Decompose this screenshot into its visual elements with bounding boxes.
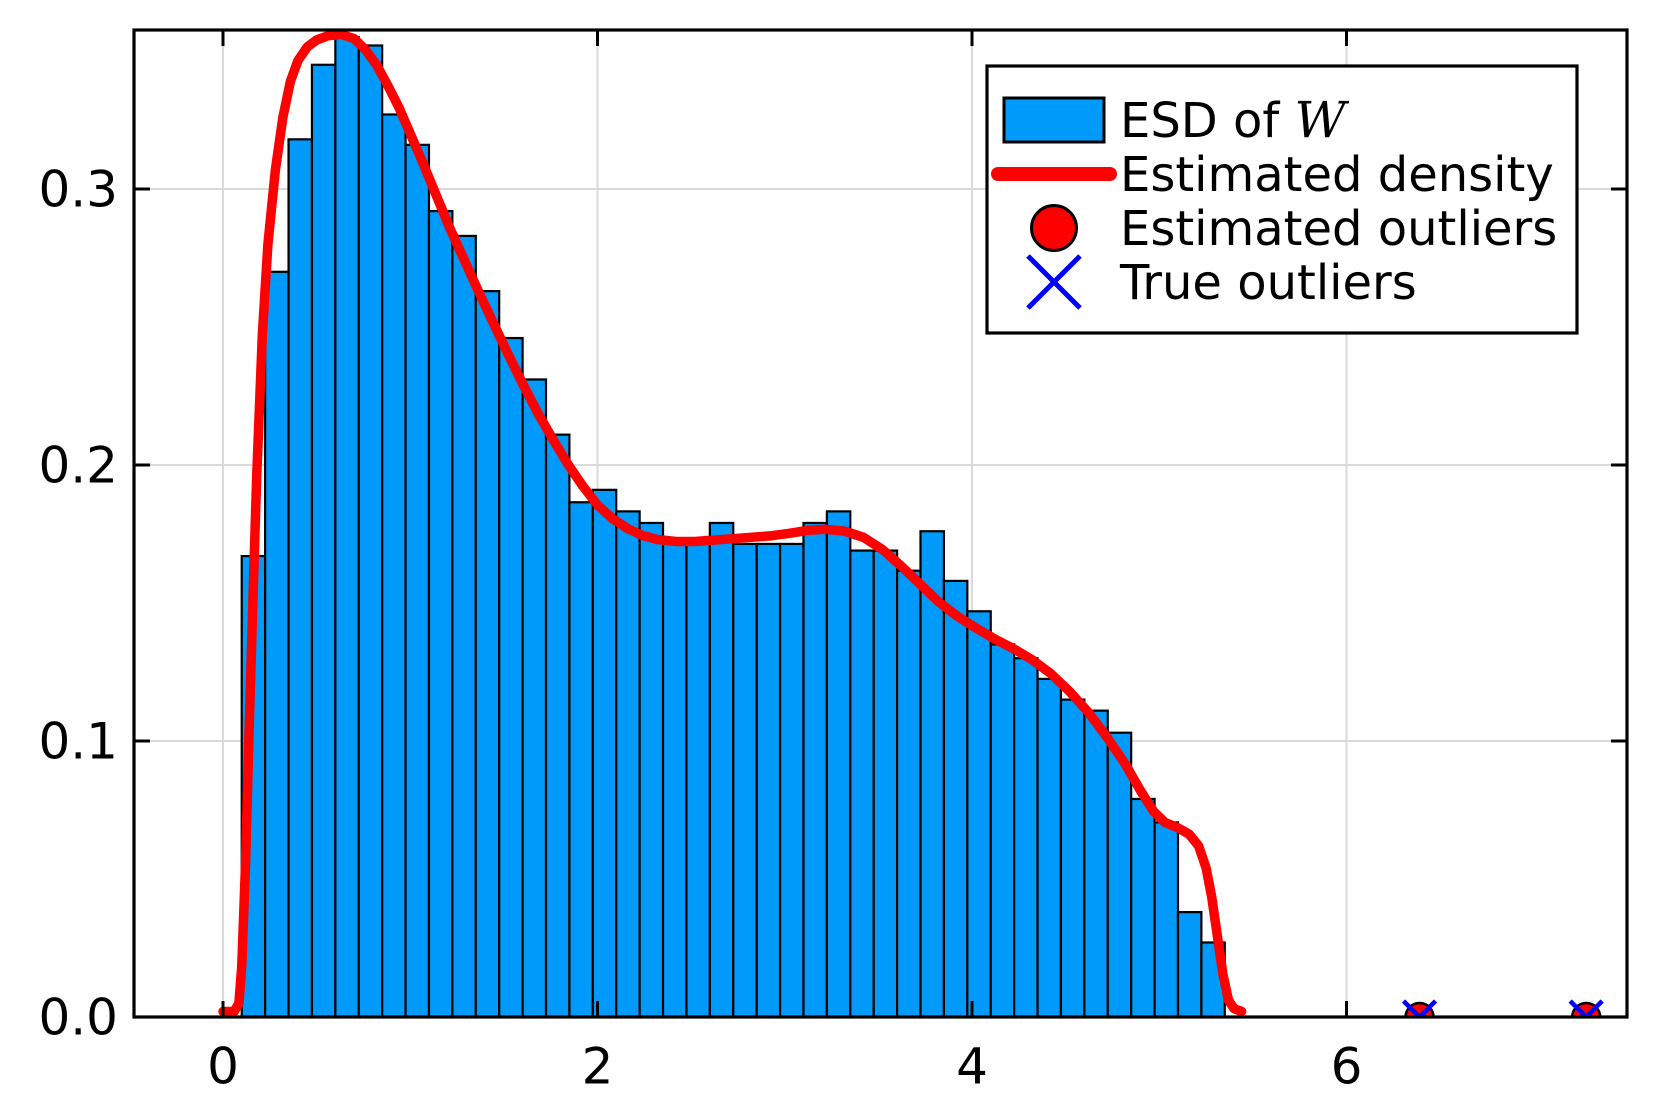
histogram-bar (568, 501, 594, 1017)
estimated-outlier-marker (1570, 1001, 1602, 1017)
legend-item-label: Estimated density (1120, 147, 1554, 203)
histogram-bar (989, 643, 1016, 1017)
histogram-bar (732, 542, 758, 1017)
histogram-bar (872, 549, 899, 1017)
histogram-bar (755, 542, 782, 1017)
histogram-bar (1176, 911, 1203, 1017)
histogram-bar (895, 569, 922, 1017)
histogram-bar (778, 542, 805, 1017)
histogram-bar (544, 433, 571, 1017)
histogram-bar (287, 138, 314, 1017)
histogram-bar (1153, 821, 1180, 1017)
plot-frame (132, 28, 1629, 1019)
histogram-series (240, 36, 1226, 1017)
histogram-bar (591, 488, 618, 1017)
histogram-bar (802, 521, 828, 1017)
histogram-bar (1130, 797, 1156, 1017)
histogram-bar (708, 521, 735, 1017)
axes (132, 28, 1629, 1019)
histogram-bar (615, 510, 641, 1017)
histogram-bar (427, 209, 454, 1017)
histogram-bar (381, 113, 407, 1017)
x-axis-tick-label: 4 (956, 1038, 988, 1096)
true-outlier-marker (1416, 999, 1438, 1017)
legend-swatch-histogram (1002, 96, 1106, 144)
histogram-bar (661, 542, 688, 1017)
true-outlier-marker (1582, 999, 1604, 1017)
density-curve (218, 30, 1247, 1017)
legend-swatch-true-outlier-x-icon (1026, 254, 1082, 310)
estimated-outlier-marker (1404, 1001, 1435, 1017)
true-outlier-marker (1568, 999, 1590, 1017)
histogram-bar (1059, 698, 1086, 1017)
legend-item-label: Estimated outliers (1120, 201, 1557, 257)
histogram-bar (474, 290, 501, 1017)
y-axis-tick-label: 0.3 (38, 161, 118, 219)
histogram-bar (825, 510, 852, 1017)
histogram-bar (334, 36, 360, 1017)
histogram-bar (264, 270, 290, 1017)
y-axis-tick-label: 0.1 (38, 713, 118, 771)
legend-item-label: True outliers (1119, 255, 1417, 311)
histogram-bar (966, 610, 992, 1017)
histogram-bar (942, 579, 969, 1017)
x-axis-tick-label: 0 (207, 1038, 239, 1096)
histogram-bar (1013, 657, 1039, 1017)
histogram-bar (685, 542, 711, 1017)
histogram-bar (521, 378, 548, 1017)
histogram-bar (1036, 677, 1063, 1017)
histogram-bar (404, 143, 431, 1017)
histogram-bar (498, 336, 524, 1017)
x-axis-tick-label: 6 (1331, 1038, 1363, 1096)
y-axis-tick-label: 0.0 (38, 989, 118, 1047)
outlier-markers (1401, 999, 1604, 1017)
histogram-bar (451, 234, 477, 1017)
y-axis-tick-label: 0.2 (38, 437, 118, 495)
histogram-bar (357, 44, 384, 1017)
legend-item-label: ESD of W (1120, 91, 1350, 149)
legend-swatch-estimated-outlier-icon (1030, 204, 1078, 252)
tick-labels: 0 2 4 6 0.0 0.1 0.2 0.3 (38, 161, 1362, 1096)
histogram-bar (310, 63, 337, 1017)
histogram-bar (638, 521, 665, 1017)
x-axis-tick-label: 2 (582, 1038, 614, 1096)
histogram-bar (1083, 709, 1109, 1017)
true-outlier-marker (1401, 999, 1423, 1017)
histogram-bar (849, 549, 875, 1017)
